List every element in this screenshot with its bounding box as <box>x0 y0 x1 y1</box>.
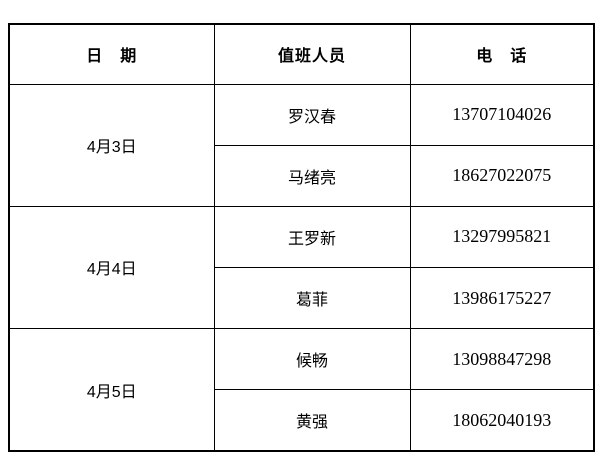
name-cell: 王罗新 <box>213 205 411 268</box>
table-row: 4月5日 候畅 13098847298 <box>8 328 595 452</box>
duty-roster-table: 日 期 值班人员 电 话 4月3日 罗汉春 13707104026 马绪亮 18… <box>8 23 595 452</box>
table-row: 4月3日 罗汉春 13707104026 <box>8 83 595 207</box>
date-cell: 4月4日 <box>8 205 215 330</box>
header-date: 日 期 <box>8 23 215 85</box>
name-cell: 黄强 <box>213 389 411 452</box>
phone-cell: 13098847298 <box>409 328 595 391</box>
name-cell: 葛菲 <box>213 266 411 330</box>
phone-cell: 18062040193 <box>409 389 595 452</box>
name-cell: 罗汉春 <box>213 83 411 146</box>
phone-cell: 13707104026 <box>409 83 595 146</box>
phone-cell: 13297995821 <box>409 205 595 268</box>
table-row: 4月4日 王罗新 13297995821 <box>8 205 595 330</box>
header-personnel: 值班人员 <box>213 23 411 85</box>
header-phone: 电 话 <box>409 23 595 85</box>
name-cell: 候畅 <box>213 328 411 391</box>
table-row: 葛菲 13986175227 <box>9 266 595 330</box>
table-row: 黄强 18062040193 <box>9 389 595 452</box>
date-cell: 4月3日 <box>8 83 215 207</box>
header-row: 日 期 值班人员 电 话 <box>8 23 595 85</box>
table-row: 马绪亮 18627022075 <box>9 144 595 207</box>
phone-cell: 18627022075 <box>409 144 595 207</box>
phone-cell: 13986175227 <box>409 266 595 330</box>
name-cell: 马绪亮 <box>213 144 411 207</box>
date-cell: 4月5日 <box>8 328 215 452</box>
